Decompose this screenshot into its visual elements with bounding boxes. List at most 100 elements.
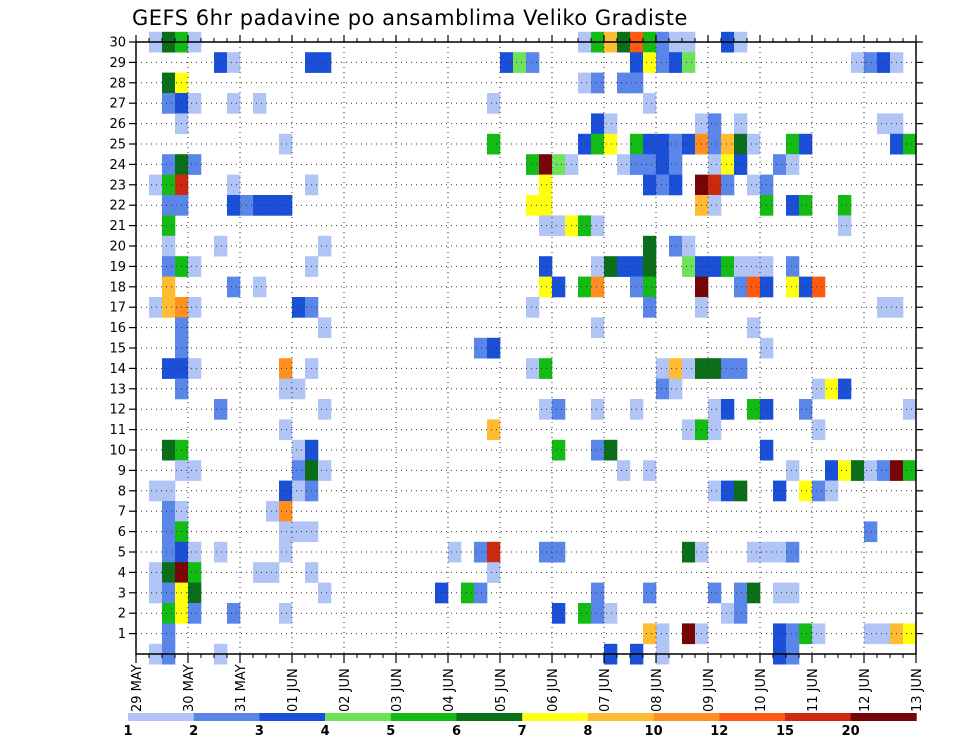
x-tick-label: 29 MAY [130, 664, 145, 712]
x-tick-label: 01 JUN [286, 668, 301, 712]
y-tick-label: 19 [109, 260, 126, 275]
y-tick-label: 18 [109, 280, 126, 295]
heatmap-cell [266, 562, 280, 583]
y-tick-label: 3 [118, 586, 126, 601]
heatmap-cell [526, 297, 540, 318]
heatmap-cell [786, 541, 800, 563]
y-tick-label: 23 [109, 178, 126, 193]
heatmap-cell [773, 623, 787, 645]
heatmap-cell [591, 133, 605, 155]
heatmap-cell [773, 541, 787, 563]
heatmap-cell [149, 174, 163, 196]
heatmap-cell [188, 582, 202, 604]
heatmap-cell [227, 52, 241, 73]
heatmap-cell [578, 276, 592, 298]
heatmap-cell [786, 582, 800, 604]
y-tick-label: 6 [118, 525, 126, 540]
heatmap-cell [734, 603, 748, 624]
y-tick-label: 16 [109, 321, 126, 336]
heatmap-cell [682, 235, 696, 257]
heatmap-cell [461, 582, 475, 604]
heatmap-cell [539, 399, 553, 420]
heatmap-cell [721, 174, 735, 196]
heatmap-cell [162, 93, 176, 114]
heatmap-cell [786, 195, 800, 216]
heatmap-cell [162, 480, 176, 502]
heatmap-cell [877, 297, 891, 318]
heatmap-cell [292, 480, 306, 502]
heatmap-cell [669, 378, 683, 400]
y-tick-label: 13 [109, 382, 126, 397]
legend-label: 3 [255, 724, 264, 739]
heatmap-cell [773, 582, 787, 604]
legend-swatch [193, 713, 260, 721]
y-tick-label: 12 [109, 403, 126, 418]
heatmap-cell [578, 72, 592, 94]
heatmap-cell [903, 133, 917, 155]
heatmap-cell [539, 276, 553, 298]
legend-swatch [522, 713, 589, 721]
heatmap-cell [877, 113, 891, 135]
heatmap-cell [591, 72, 605, 94]
heatmap-cell [487, 419, 501, 441]
heatmap-cell [539, 541, 553, 563]
heatmap-cell [669, 358, 683, 379]
legend-swatch [325, 713, 392, 721]
heatmap-cell [747, 174, 761, 196]
heatmap-cell [669, 154, 683, 175]
heatmap-cell [734, 358, 748, 379]
heatmap-cell [279, 541, 293, 563]
x-tick-label: 06 JUN [546, 668, 561, 712]
heatmap-cell [617, 154, 631, 175]
heatmap-cell [708, 133, 722, 155]
heatmap-cell [188, 256, 202, 277]
heatmap-cell [721, 154, 735, 175]
heatmap-cell [799, 480, 813, 502]
heatmap-cell [734, 276, 748, 298]
heatmap-cell [656, 174, 670, 196]
heatmap-cell [643, 297, 657, 318]
heatmap-cell [591, 256, 605, 277]
y-tick-label: 5 [118, 546, 126, 561]
heatmap-cell [851, 52, 865, 73]
heatmap-cell [188, 603, 202, 624]
heatmap-cell [747, 317, 761, 339]
heatmap-cell [214, 399, 228, 420]
heatmap-cell [526, 52, 540, 73]
legend-swatch [259, 713, 326, 721]
heatmap-cell [188, 541, 202, 563]
heatmap-cell [578, 603, 592, 624]
legend-swatch [850, 713, 917, 721]
heatmap-cell [188, 93, 202, 114]
heatmap-cell [708, 358, 722, 379]
y-tick-label: 15 [109, 342, 126, 357]
heatmap-cell [214, 52, 228, 73]
heatmap-cell [149, 582, 163, 604]
y-tick-label: 26 [109, 117, 126, 132]
heatmap-cell [318, 460, 332, 481]
heatmap-cell [591, 276, 605, 298]
heatmap-cell [799, 399, 813, 420]
heatmap-cell [877, 623, 891, 645]
heatmap-cell [279, 378, 293, 400]
x-tick-label: 12 JUN [858, 668, 873, 712]
heatmap-cell [747, 276, 761, 298]
heatmap-cell [643, 276, 657, 298]
heatmap-cell [162, 276, 176, 298]
legend-swatch [719, 713, 786, 721]
heatmap-cell [786, 460, 800, 481]
x-tick-label: 31 MAY [234, 664, 249, 712]
y-tick-label: 11 [109, 423, 126, 438]
heatmap-cell [279, 419, 293, 441]
heatmap-cell [552, 399, 566, 420]
heatmap-cell [669, 52, 683, 73]
heatmap-cell [903, 623, 917, 645]
y-tick-label: 28 [109, 76, 126, 91]
heatmap-cell [279, 195, 293, 216]
heatmap-cell [903, 399, 917, 420]
legend-label: 7 [518, 724, 527, 739]
heatmap-cell [799, 276, 813, 298]
heatmap-cell [708, 174, 722, 196]
legend-label: 10 [645, 724, 663, 739]
heatmap-cell [214, 541, 228, 563]
